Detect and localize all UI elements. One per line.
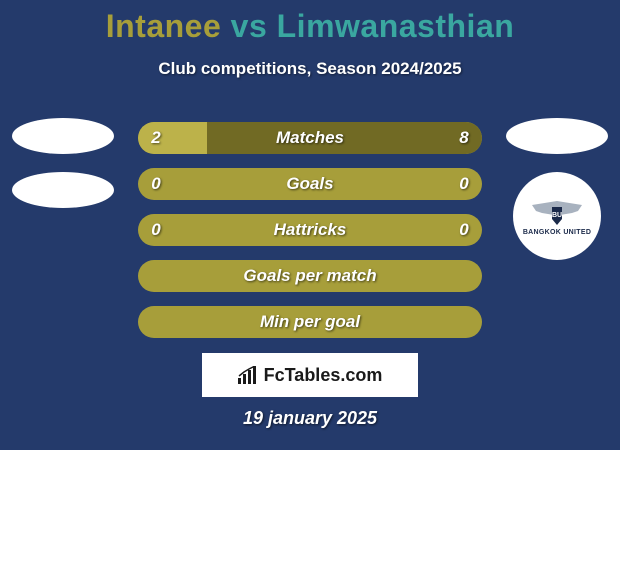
stat-label: Min per goal [138, 312, 482, 332]
svg-text:BU: BU [552, 212, 562, 219]
left-club-badges [8, 118, 118, 226]
stat-label: Goals [174, 174, 446, 194]
stat-value-right: 0 [446, 220, 482, 240]
club-logo-text: BANGKOK UNITED [520, 229, 594, 236]
date-label: 19 january 2025 [0, 408, 620, 429]
stat-value-left: 0 [138, 220, 174, 240]
left-club-badge [12, 118, 114, 154]
stat-row: 2Matches8 [138, 122, 482, 154]
wings-icon: BU [522, 197, 592, 227]
right-club-badges: BU BANGKOK UNITED [502, 118, 612, 260]
stat-value-left: 2 [138, 128, 174, 148]
brand-text: FcTables.com [264, 365, 383, 386]
right-club-badge [506, 118, 608, 154]
bar-chart-icon [238, 366, 260, 384]
stat-row: 0Goals0 [138, 168, 482, 200]
brand-label: FcTables.com [238, 365, 383, 386]
stat-row: Goals per match [138, 260, 482, 292]
stat-value-right: 0 [446, 174, 482, 194]
stats-container: 2Matches80Goals00Hattricks0Goals per mat… [138, 122, 482, 352]
stat-row: Min per goal [138, 306, 482, 338]
club-logo: BU BANGKOK UNITED [520, 197, 594, 236]
page-title: Intanee vs Limwanasthian [0, 0, 620, 45]
stat-label: Hattricks [174, 220, 446, 240]
subtitle: Club competitions, Season 2024/2025 [0, 59, 620, 79]
brand-box: FcTables.com [202, 353, 418, 397]
stat-label: Goals per match [138, 266, 482, 286]
stat-value-right: 8 [446, 128, 482, 148]
stat-row: 0Hattricks0 [138, 214, 482, 246]
left-club-badge [12, 172, 114, 208]
stat-value-left: 0 [138, 174, 174, 194]
title-right-name: Limwanasthian [277, 8, 515, 44]
right-club-badge: BU BANGKOK UNITED [513, 172, 601, 260]
title-left-name: Intanee [106, 8, 222, 44]
title-vs: vs [231, 8, 268, 44]
stat-label: Matches [174, 128, 446, 148]
infographic-canvas: Intanee vs Limwanasthian Club competitio… [0, 0, 620, 450]
